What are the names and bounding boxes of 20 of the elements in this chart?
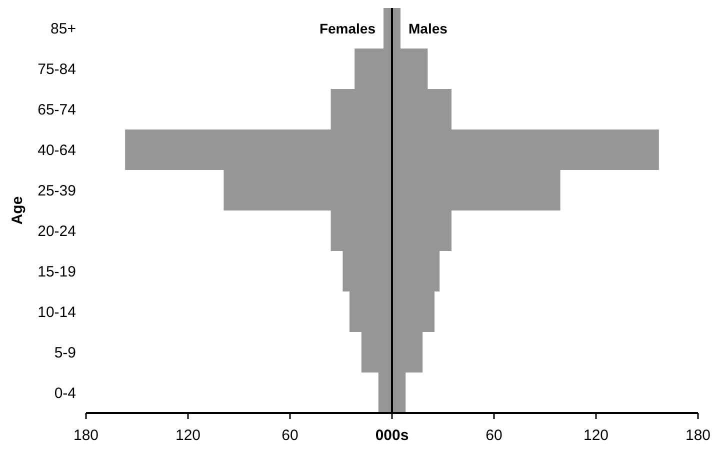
y-tick-label: 20-24 (38, 222, 76, 240)
y-tick-label: 85+ (50, 20, 76, 38)
y-tick-label: 65-74 (38, 101, 76, 118)
y-tick-label: 5-9 (54, 344, 76, 362)
x-tick-label: 180 (73, 427, 99, 444)
y-tick-label: 75-84 (38, 60, 76, 78)
series-label: Females (319, 20, 376, 36)
x-tick-label: 120 (583, 427, 609, 444)
x-tick-label: 60 (486, 427, 502, 444)
y-tick-label: 10-14 (38, 304, 76, 321)
y-tick-label: 0-4 (54, 384, 76, 402)
x-tick-label: 60 (282, 427, 298, 444)
y-tick-label: 40-64 (38, 142, 76, 159)
series-label: Males (408, 20, 448, 36)
y-tick-label: 15-19 (38, 263, 76, 280)
y-tick-label: 25-39 (38, 182, 76, 200)
y-axis-title: Age (9, 196, 26, 225)
x-tick-label: 120 (175, 427, 201, 444)
x-tick-label: 180 (685, 427, 711, 444)
x-axis-title: 000s (375, 427, 409, 444)
